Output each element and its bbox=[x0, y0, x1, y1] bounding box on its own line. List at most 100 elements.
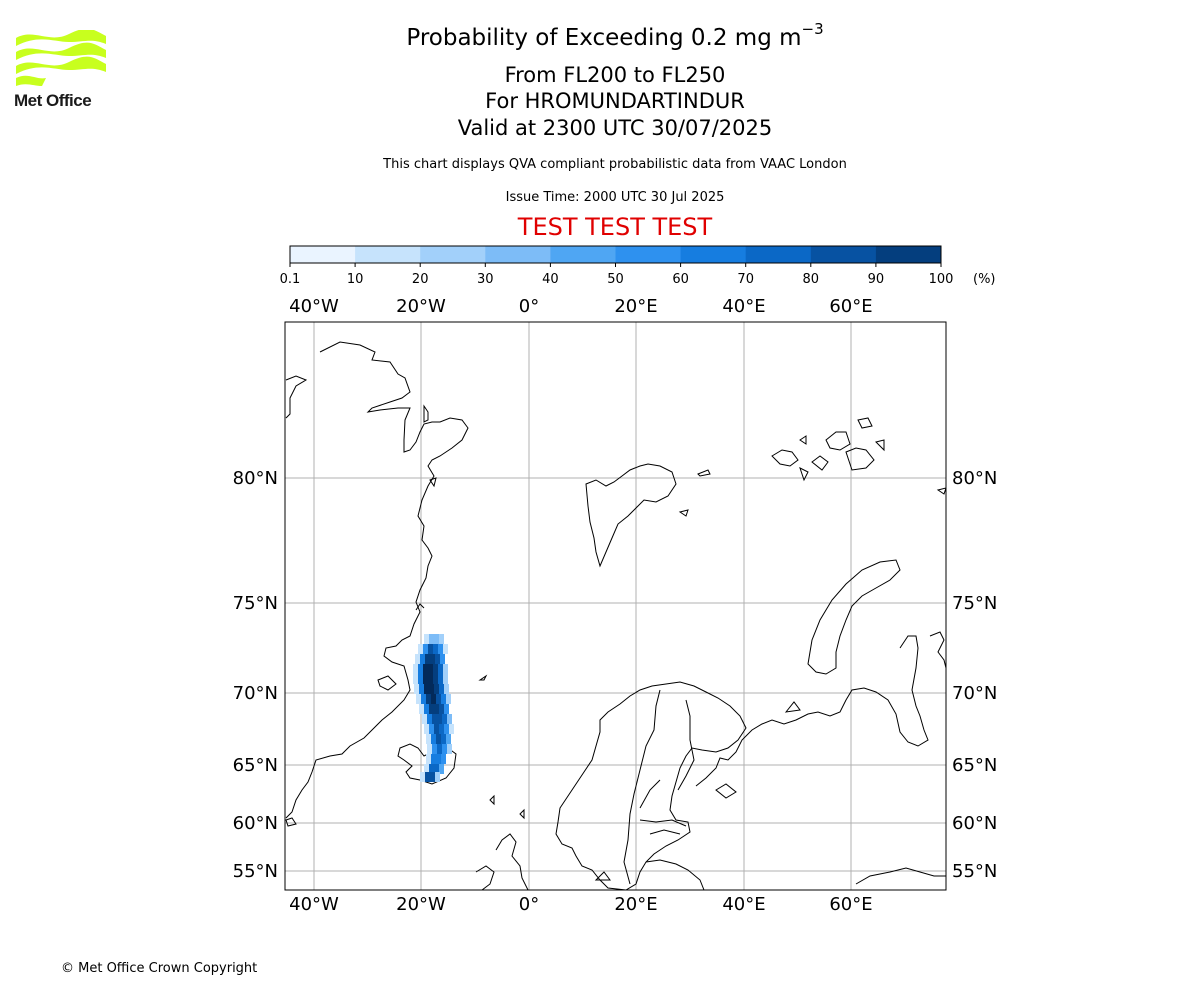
map-area bbox=[285, 322, 946, 890]
plume-cell bbox=[429, 684, 434, 689]
plume-cell bbox=[447, 719, 452, 724]
plume-cell bbox=[431, 759, 436, 764]
plume-cell bbox=[441, 734, 446, 739]
plume-cell bbox=[423, 649, 428, 654]
latitude-label: 80°N bbox=[233, 468, 278, 489]
latitude-label: 70°N bbox=[233, 683, 278, 704]
plume-cell bbox=[426, 739, 431, 744]
plume-cell bbox=[437, 749, 442, 754]
plume-cell bbox=[426, 699, 431, 704]
plume-cell bbox=[429, 639, 434, 644]
plume-cell bbox=[447, 714, 452, 719]
plume-cell bbox=[443, 679, 448, 684]
colorbar-tick-label: 30 bbox=[477, 272, 494, 287]
plume-cell bbox=[438, 674, 443, 679]
latitude-label: 60°N bbox=[952, 813, 997, 834]
plume-cell bbox=[431, 754, 436, 759]
plume-cell bbox=[434, 639, 439, 644]
novaya-zemlya-coast bbox=[807, 559, 901, 675]
latitude-label: 55°N bbox=[952, 861, 997, 882]
plume-cell bbox=[430, 772, 435, 777]
longitude-label: 40°E bbox=[722, 894, 765, 915]
plume-cell bbox=[443, 644, 448, 649]
colorbar: 0.1 10 20 30 40 50 60 70 80 90 100 bbox=[280, 245, 954, 287]
colorbar-tick-label: 10 bbox=[347, 272, 364, 287]
plume-cell bbox=[429, 764, 434, 769]
latitude-label: 55°N bbox=[233, 861, 278, 882]
plume-cell bbox=[441, 754, 446, 759]
plume-cell bbox=[427, 744, 432, 749]
plume-cell bbox=[435, 777, 440, 782]
test-banner: TEST TEST TEST bbox=[517, 213, 713, 241]
plume-cell bbox=[413, 669, 418, 674]
plume-cell bbox=[422, 719, 427, 724]
colorbar-tick-label: 80 bbox=[803, 272, 820, 287]
colorbar-tick-label: 100 bbox=[929, 272, 954, 287]
plume-cell bbox=[429, 724, 434, 729]
plume-cell bbox=[428, 679, 433, 684]
plume-cell bbox=[435, 654, 440, 659]
plume-cell bbox=[434, 769, 439, 774]
plume-cell bbox=[440, 654, 445, 659]
gridlines bbox=[285, 322, 946, 890]
plume-cell bbox=[430, 654, 435, 659]
plume-cell bbox=[442, 719, 447, 724]
plume-cell bbox=[428, 664, 433, 669]
russia-arctic-coast bbox=[695, 635, 929, 787]
plume-cell bbox=[449, 724, 454, 729]
plume-cell bbox=[429, 769, 434, 774]
plume-cell bbox=[431, 699, 436, 704]
plume-cell bbox=[430, 659, 435, 664]
plume-cell bbox=[434, 729, 439, 734]
plume-cell bbox=[433, 669, 438, 674]
plume-cell bbox=[438, 664, 443, 669]
plume-cell bbox=[418, 664, 423, 669]
plume-cell bbox=[439, 639, 444, 644]
plume-cell bbox=[427, 749, 432, 754]
plume-cell bbox=[444, 704, 449, 709]
plume-cell bbox=[442, 744, 447, 749]
plume-cell bbox=[434, 709, 439, 714]
longitude-label: 20°W bbox=[396, 296, 446, 317]
plume-cell bbox=[416, 699, 421, 704]
latitude-labels-right: 80°N 75°N 70°N 65°N 60°N 55°N bbox=[952, 468, 997, 882]
plume-cell bbox=[415, 654, 420, 659]
plume-cell bbox=[434, 764, 439, 769]
colorbar-segment bbox=[290, 246, 356, 263]
map-frame bbox=[284, 321, 947, 891]
plume-cell bbox=[418, 679, 423, 684]
plume-cell bbox=[443, 649, 448, 654]
copyright: © Met Office Crown Copyright bbox=[61, 961, 258, 976]
longitude-label: 60°E bbox=[829, 296, 872, 317]
plume-cell bbox=[444, 729, 449, 734]
plume-cell bbox=[444, 684, 449, 689]
plume-cell bbox=[441, 759, 446, 764]
plume-cell bbox=[442, 749, 447, 754]
plume-cell bbox=[420, 654, 425, 659]
plume-cell bbox=[428, 649, 433, 654]
plume-cell bbox=[438, 679, 443, 684]
logo-text: Met Office bbox=[14, 91, 92, 110]
plume-cell bbox=[439, 769, 444, 774]
met-office-logo: Met Office bbox=[14, 28, 108, 112]
colorbar-tick-label: 20 bbox=[412, 272, 429, 287]
colorbar-tick-label: 90 bbox=[868, 272, 885, 287]
colorbar-segment bbox=[615, 246, 682, 263]
longitude-label: 20°E bbox=[614, 296, 657, 317]
longitude-label: 60°E bbox=[829, 894, 872, 915]
plume-cell bbox=[424, 729, 429, 734]
longitude-label: 40°W bbox=[289, 296, 339, 317]
colorbar-segment bbox=[420, 246, 486, 263]
longitude-label: 0° bbox=[519, 894, 539, 915]
plume-cell bbox=[433, 649, 438, 654]
longitude-labels-bottom: 40°W 20°W 0° 20°E 40°E 60°E bbox=[289, 894, 872, 915]
plume-cell bbox=[428, 644, 433, 649]
plume-cell bbox=[422, 714, 427, 719]
plume-cell bbox=[415, 659, 420, 664]
colorbar-segment bbox=[550, 246, 616, 263]
plume-cell bbox=[428, 674, 433, 679]
scandinavia-coast bbox=[555, 681, 747, 890]
latitude-label: 75°N bbox=[233, 593, 278, 614]
plume-cell bbox=[429, 634, 434, 639]
